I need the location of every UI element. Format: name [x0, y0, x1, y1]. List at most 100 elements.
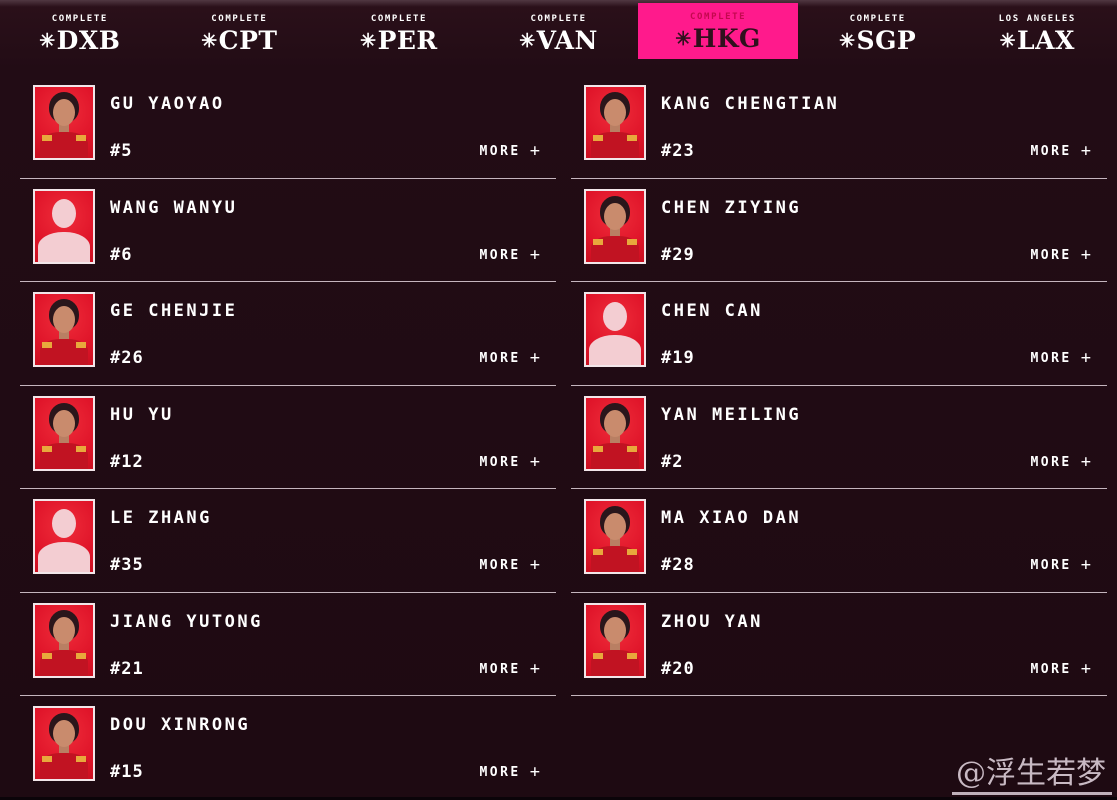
player-name: HU YU [110, 404, 174, 425]
player-row: HU YU #12 MORE + [20, 386, 556, 489]
player-number: #29 [661, 244, 695, 265]
plus-icon: + [529, 555, 540, 575]
tab-status-label: COMPLETE [211, 13, 268, 24]
tab-status-label: COMPLETE [51, 13, 108, 24]
more-button[interactable]: MORE + [479, 451, 540, 472]
roster-column-right: KANG CHENGTIAN #23 MORE + CHEN ZIYING #2… [571, 75, 1107, 696]
event-tab-cpt[interactable]: COMPLETE ✳ CPT [160, 0, 320, 66]
more-button[interactable]: MORE + [479, 660, 540, 678]
player-portrait-image [35, 397, 93, 469]
more-label: MORE [479, 765, 521, 780]
plus-icon: + [529, 451, 540, 472]
plus-icon: + [1080, 141, 1091, 161]
portrait-shoulder-accent [627, 135, 637, 141]
player-number: #28 [661, 555, 695, 575]
player-name: CHEN ZIYING [661, 197, 802, 218]
player-photo [33, 188, 95, 264]
portrait-shoulder-accent [42, 445, 52, 452]
silhouette-body [589, 335, 641, 365]
portrait-shoulder-accent [76, 756, 86, 762]
portrait-face [604, 99, 626, 126]
portrait-face [53, 616, 75, 644]
player-name: JIANG YUTONG [110, 611, 263, 632]
player-photo [584, 85, 646, 160]
plus-icon: + [529, 244, 540, 265]
portrait-shoulder-accent [593, 549, 603, 555]
portrait-neck [610, 124, 620, 134]
player-name: YAN MEILING [661, 404, 802, 425]
more-button[interactable]: MORE + [1030, 557, 1091, 574]
event-tab-lax[interactable]: LOS ANGELES ✳ LAX [957, 0, 1117, 66]
event-tab-van[interactable]: COMPLETE ✳ VAN [479, 0, 639, 66]
player-number: #21 [110, 658, 144, 679]
player-name: ZHOU YAN [661, 611, 763, 632]
player-photo [584, 499, 646, 574]
player-name: WANG WANYU [110, 197, 238, 218]
event-tab-per[interactable]: COMPLETE ✳ PER [319, 0, 479, 66]
tab-status-label: COMPLETE [849, 13, 906, 24]
player-number: #20 [661, 658, 695, 679]
tab-code-label: ✳ DXB [39, 28, 120, 53]
portrait-neck [59, 745, 69, 755]
player-photo [33, 499, 95, 574]
player-row: GU YAOYAO #5 MORE + [20, 75, 556, 179]
portrait-shoulder-accent [627, 238, 637, 245]
player-row: GE CHENJIE #26 MORE + [20, 282, 556, 386]
player-portrait-image [35, 501, 93, 572]
event-tab-sgp[interactable]: COMPLETE ✳ SGP [798, 0, 958, 66]
more-label: MORE [479, 247, 521, 263]
portrait-neck [610, 538, 620, 548]
event-tab-hkg[interactable]: COMPLETE ✳ HKG [638, 3, 798, 59]
portrait-shoulder-accent [42, 652, 52, 659]
tab-code-label: ✳ SGP [839, 28, 916, 53]
more-button[interactable]: MORE + [1030, 350, 1091, 367]
more-label: MORE [1030, 661, 1072, 677]
more-button[interactable]: MORE + [479, 350, 540, 367]
player-number: #12 [110, 451, 144, 472]
more-button[interactable]: MORE + [479, 244, 540, 265]
plus-icon: + [1080, 348, 1091, 368]
more-label: MORE [479, 144, 521, 159]
player-row: ZHOU YAN #20 MORE + [571, 593, 1107, 696]
more-button[interactable]: MORE + [479, 557, 540, 574]
player-portrait-image [35, 604, 93, 676]
svns-star-icon: ✳ [999, 29, 1017, 52]
event-tab-dxb[interactable]: COMPLETE ✳ DXB [0, 0, 160, 66]
more-button[interactable]: MORE + [1030, 143, 1091, 160]
event-tabbar: COMPLETE ✳ DXB COMPLETE ✳ CPT COMPLETE ✳… [0, 0, 1117, 66]
player-portrait-image [35, 190, 93, 262]
player-number: #23 [661, 141, 695, 161]
player-name: MA XIAO DAN [661, 508, 802, 528]
plus-icon: + [529, 762, 540, 782]
player-number: #15 [110, 762, 144, 782]
tab-city-code: VAN [536, 25, 598, 55]
more-button[interactable]: MORE + [1030, 453, 1091, 471]
portrait-face [604, 616, 626, 644]
portrait-shoulder-accent [627, 652, 637, 659]
portrait-shoulder-accent [42, 135, 52, 141]
more-button[interactable]: MORE + [1030, 246, 1091, 264]
player-row: YAN MEILING #2 MORE + [571, 386, 1107, 489]
portrait-shoulder-accent [76, 135, 86, 141]
more-label: MORE [1030, 247, 1072, 263]
silhouette-head [52, 509, 76, 538]
portrait-neck [59, 331, 69, 341]
tab-status-label: COMPLETE [530, 13, 587, 24]
player-portrait-image [586, 397, 644, 469]
player-name: KANG CHENGTIAN [661, 94, 840, 114]
portrait-shoulder-accent [76, 652, 86, 659]
silhouette-body [38, 231, 90, 262]
player-photo [33, 602, 95, 678]
portrait-shoulder-accent [593, 445, 603, 452]
more-button[interactable]: MORE + [1030, 660, 1091, 678]
portrait-shoulder-accent [76, 342, 86, 348]
portrait-face [604, 409, 626, 437]
tab-code-label: ✳ LAX [1000, 28, 1075, 53]
player-name: GE CHENJIE [110, 301, 238, 321]
player-number: #26 [110, 348, 144, 368]
more-button[interactable]: MORE + [479, 764, 540, 781]
silhouette-head [603, 302, 627, 331]
player-portrait-image [35, 87, 93, 158]
more-button[interactable]: MORE + [479, 143, 540, 160]
more-label: MORE [1030, 144, 1072, 159]
